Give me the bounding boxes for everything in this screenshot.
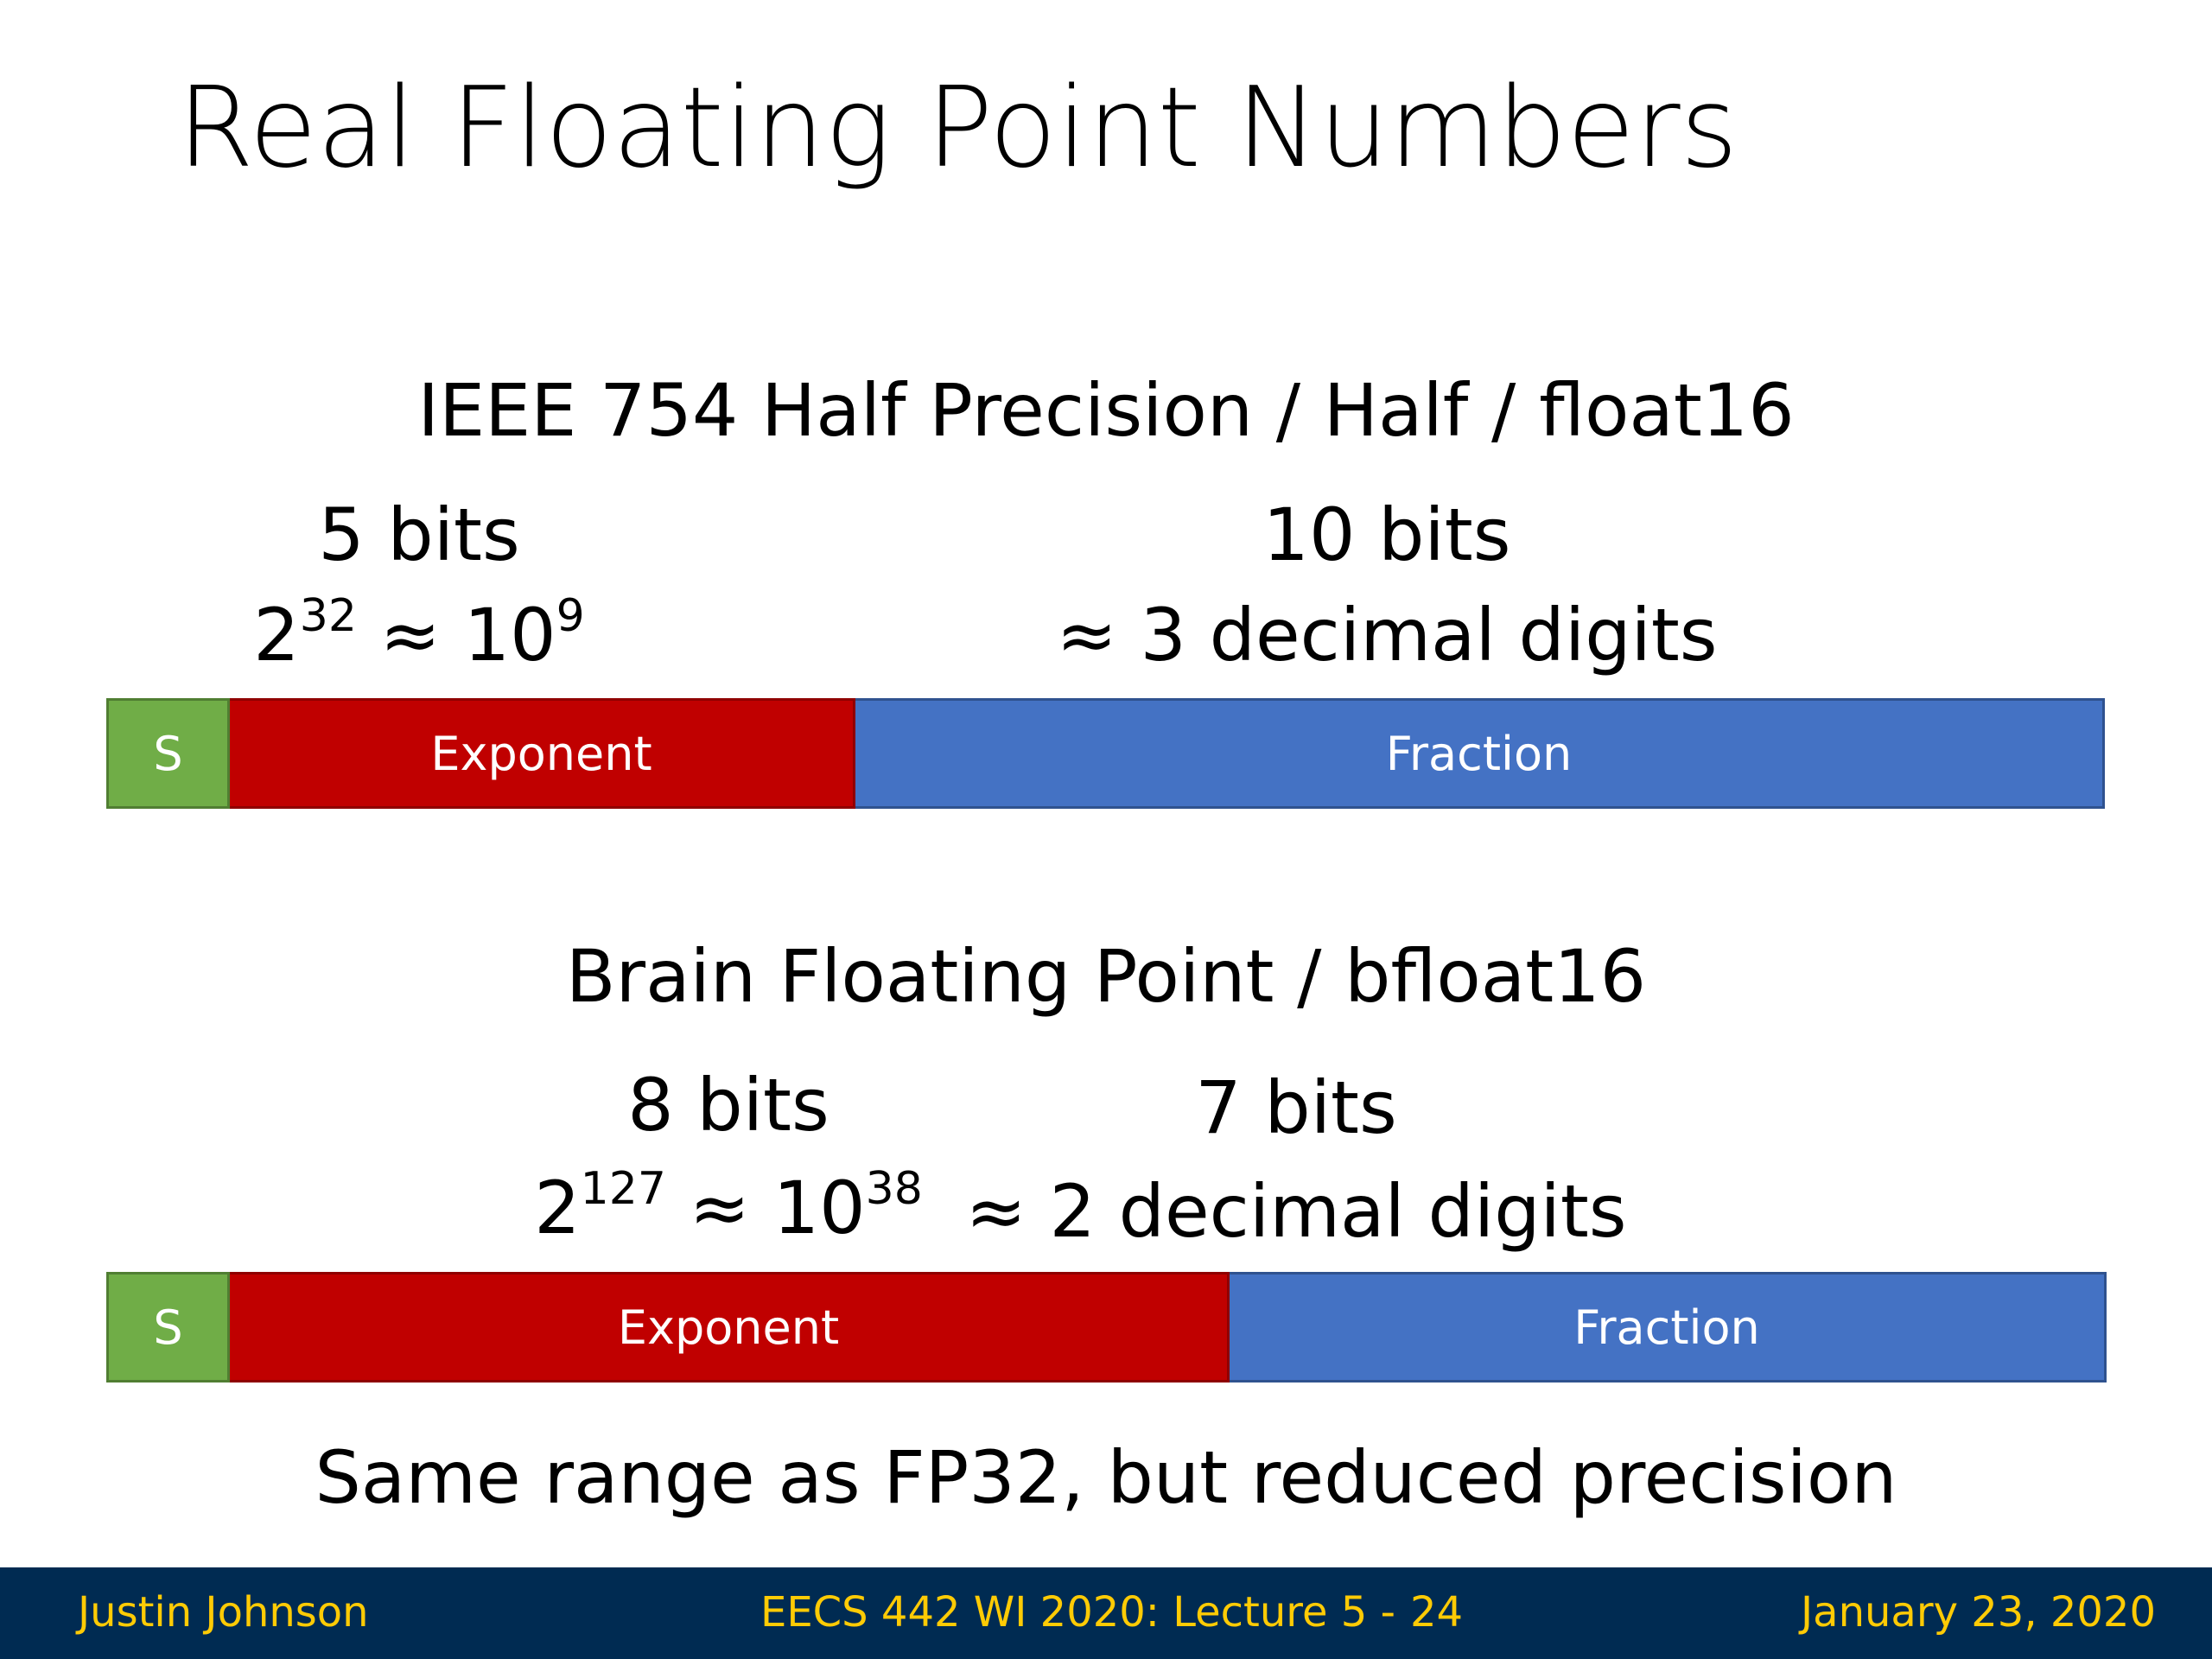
half-range-base-exponent: 32: [299, 590, 357, 642]
bfloat-range-approx: ≈ 10: [665, 1166, 866, 1250]
bfloat-fraction-precision: ≈ 2 decimal digits: [965, 1169, 1627, 1254]
slide-title: Real Floating Point Numbers: [177, 64, 1738, 193]
footer-bar: Justin Johnson EECS 442 WI 2020: Lecture…: [0, 1567, 2212, 1659]
half-sign-segment: S: [106, 698, 230, 809]
footer-date: January 23, 2020: [1801, 1588, 2156, 1637]
footer-page-number: 24: [1410, 1588, 1464, 1637]
footer-course: EECS 442 WI 2020: Lecture 5 -: [760, 1588, 1395, 1637]
bfloat-fraction-segment: Fraction: [1230, 1272, 2107, 1382]
footer-author: Justin Johnson: [78, 1588, 369, 1637]
bfloat16-heading: Brain Floating Point / bfloat16: [565, 934, 1647, 1019]
bfloat-exponent-bits: 8 bits: [627, 1063, 830, 1147]
bfloat-range-base: 2: [534, 1166, 581, 1250]
bfloat-sign-segment: S: [106, 1272, 230, 1382]
half-precision-heading: IEEE 754 Half Precision / Half / float16: [417, 368, 1795, 453]
bfloat-range-base-exponent: 127: [580, 1163, 666, 1215]
bfloat-exponent-range: 2127 ≈ 1038: [534, 1166, 923, 1244]
half-range-approx-exponent: 9: [556, 590, 585, 642]
half-range-approx: ≈ 10: [356, 593, 556, 677]
half-exponent-bits: 5 bits: [318, 493, 520, 577]
half-fraction-precision: ≈ 3 decimal digits: [1056, 593, 1718, 677]
half-range-base: 2: [253, 593, 300, 677]
conclusion-text: Same range as FP32, but reduced precisio…: [315, 1435, 1897, 1520]
bfloat-exponent-segment: Exponent: [230, 1272, 1230, 1382]
half-fraction-bits: 10 bits: [1262, 493, 1511, 577]
bfloat-bit-layout-bar: S Exponent Fraction: [106, 1272, 2107, 1382]
bfloat-range-approx-exponent: 38: [865, 1163, 923, 1215]
half-exponent-segment: Exponent: [230, 698, 855, 809]
half-bit-layout-bar: S Exponent Fraction: [106, 698, 2105, 809]
half-fraction-segment: Fraction: [855, 698, 2105, 809]
half-exponent-range: 232 ≈ 109: [253, 594, 584, 671]
bfloat-fraction-bits: 7 bits: [1195, 1065, 1397, 1150]
